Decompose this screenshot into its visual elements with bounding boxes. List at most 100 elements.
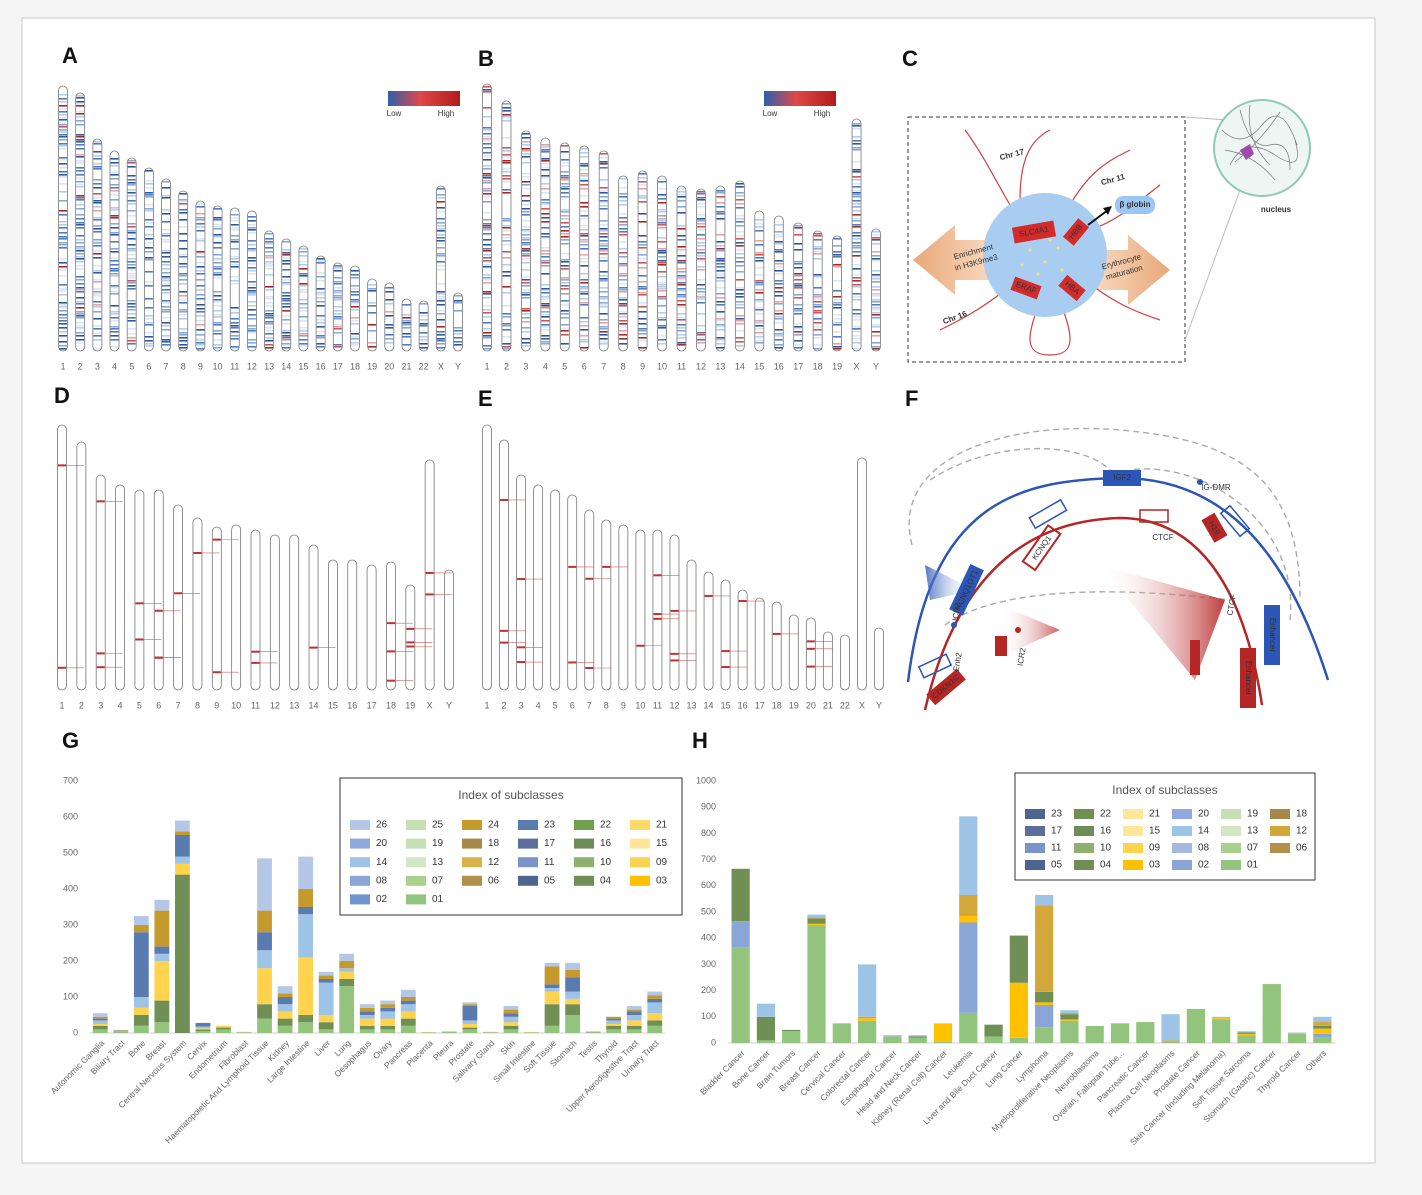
band [619, 330, 627, 332]
bar-segment [1060, 1013, 1078, 1014]
band [639, 258, 647, 260]
band [437, 322, 445, 324]
band [853, 190, 861, 192]
band [317, 260, 325, 262]
band [231, 261, 239, 263]
band [145, 343, 153, 345]
band [658, 264, 666, 266]
band [128, 175, 136, 177]
label: 11 [677, 361, 686, 371]
bar-segment [175, 864, 190, 875]
band [437, 228, 445, 230]
label: nucleus [1261, 205, 1292, 214]
band [145, 208, 153, 210]
bar-segment [360, 1008, 375, 1012]
band [502, 220, 510, 222]
band [722, 666, 730, 668]
band [716, 337, 724, 339]
band [755, 254, 763, 256]
legend-swatch [350, 876, 370, 886]
band [716, 211, 724, 213]
band [76, 148, 84, 150]
band [600, 331, 608, 333]
label: X [427, 700, 433, 710]
band [59, 171, 67, 173]
band [580, 218, 588, 220]
band [214, 291, 222, 293]
bar-segment [732, 947, 750, 1043]
band [483, 328, 491, 330]
band [76, 289, 84, 291]
band [162, 302, 170, 304]
band [517, 646, 525, 648]
band [794, 261, 802, 263]
band [145, 251, 153, 253]
band [454, 344, 462, 346]
band [162, 278, 170, 280]
band [59, 262, 67, 264]
band [522, 237, 530, 239]
legend-swatch [1172, 809, 1192, 819]
band [299, 307, 307, 309]
band [196, 253, 204, 255]
band [437, 304, 445, 306]
bar-segment [134, 1008, 149, 1015]
band [214, 339, 222, 341]
band [111, 184, 119, 186]
band [317, 322, 325, 324]
bar-segment [216, 1029, 231, 1033]
band [678, 194, 686, 196]
band [716, 202, 724, 204]
legend-swatch [630, 857, 650, 867]
band [179, 226, 187, 228]
band [600, 248, 608, 250]
band [502, 150, 510, 152]
bar-segment [545, 992, 560, 1005]
band [872, 301, 880, 303]
band [231, 338, 239, 340]
band [502, 192, 510, 194]
label: 1 [484, 700, 489, 710]
band [736, 215, 744, 217]
band [794, 331, 802, 333]
legend-swatch [1172, 826, 1192, 836]
band [775, 329, 783, 331]
band [639, 323, 647, 325]
bar-segment [565, 992, 580, 999]
band [128, 273, 136, 275]
band [522, 342, 530, 344]
band [872, 286, 880, 288]
band [561, 261, 569, 263]
bar-segment [1237, 1033, 1255, 1034]
band [162, 233, 170, 235]
band [502, 156, 510, 158]
band [600, 192, 608, 194]
bar-segment [807, 919, 825, 924]
band [580, 163, 588, 165]
band [853, 280, 861, 282]
bar-segment [545, 988, 560, 992]
band [814, 287, 822, 289]
band [93, 225, 101, 227]
band [833, 280, 841, 282]
band [483, 133, 491, 135]
band [736, 238, 744, 240]
band [93, 301, 101, 303]
band [619, 316, 627, 318]
label: 4 [536, 700, 541, 710]
band [639, 330, 647, 332]
band [483, 190, 491, 192]
band [299, 343, 307, 345]
band [111, 215, 119, 217]
band [872, 331, 880, 333]
bar-segment [807, 917, 825, 918]
band [814, 344, 822, 346]
band [600, 260, 608, 262]
bar-segment [401, 1001, 416, 1005]
band [483, 250, 491, 252]
band [522, 153, 530, 155]
band [872, 299, 880, 301]
band [775, 283, 783, 285]
band [853, 296, 861, 298]
band [736, 345, 744, 347]
